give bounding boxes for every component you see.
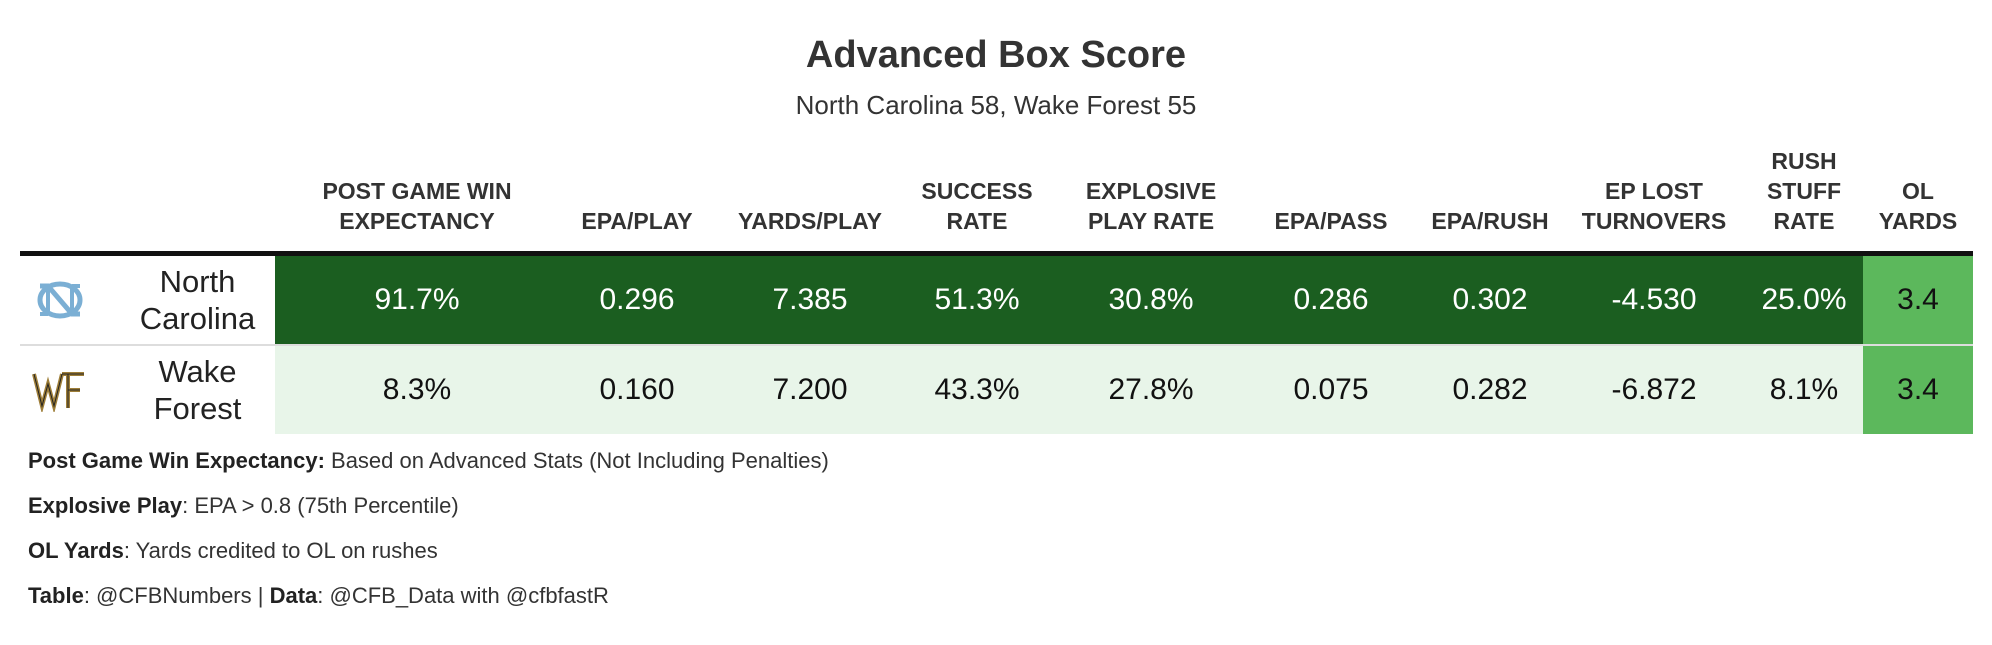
table-cell: 0.075 bbox=[1293, 373, 1369, 406]
column-header-row: POST GAME WIN EXPECTANCY EPA/PLAY YARDS/PLA… bbox=[20, 140, 1973, 252]
row-band-wake-forest bbox=[275, 346, 1863, 434]
credit-line: Table: @CFBNumbers | Data: @CFB_Data wit… bbox=[28, 583, 609, 608]
table-cell: 8.3% bbox=[382, 373, 452, 406]
column-header: EXPLOSIVE PLAY RATE bbox=[1085, 178, 1217, 234]
column-header: EPA/PASS bbox=[1274, 208, 1388, 234]
table-cell: 0.296 bbox=[599, 283, 675, 316]
column-header: RUSH STUFF RATE bbox=[1766, 148, 1842, 234]
unc-logo-icon bbox=[20, 256, 100, 344]
column-header: EP LOST TURNOVERS bbox=[1581, 178, 1727, 234]
table-cell: 7.200 bbox=[772, 373, 848, 406]
table-cell: 43.3% bbox=[934, 373, 1020, 406]
table-cell: 25.0% bbox=[1761, 283, 1847, 316]
table-cell: 0.286 bbox=[1293, 283, 1369, 316]
row-band-north-carolina bbox=[275, 256, 1863, 344]
table-cell: 51.3% bbox=[934, 283, 1020, 316]
table-cell: -4.530 bbox=[1611, 283, 1697, 316]
footnotes: Post Game Win Expectancy: Based on Advan… bbox=[28, 446, 829, 626]
footnote-win-expectancy: Post Game Win Expectancy: Based on Advan… bbox=[28, 448, 829, 473]
header-divider bbox=[20, 251, 1973, 256]
table-cell: 7.385 bbox=[772, 283, 848, 316]
footnote-ol-yards: OL Yards: Yards credited to OL on rushes bbox=[28, 538, 438, 563]
team-name-north-carolina: North Carolina bbox=[139, 264, 256, 336]
table-cell: 8.1% bbox=[1769, 373, 1839, 406]
column-header: POST GAME WIN EXPECTANCY bbox=[322, 178, 512, 234]
table-cell: 91.7% bbox=[374, 283, 460, 316]
ol-yards-cell: 3.4 bbox=[1863, 256, 1973, 344]
table-cell: 27.8% bbox=[1108, 373, 1194, 406]
table-cell: 0.282 bbox=[1452, 373, 1528, 406]
table-cell: 0.160 bbox=[599, 373, 675, 406]
table-row-wake-forest: Wake Forest 8.3% 0.160 7.200 43.3% 27.8% 0.075… bbox=[20, 346, 1973, 434]
row-divider bbox=[20, 344, 1973, 346]
column-header: YARDS/PLAY bbox=[737, 208, 883, 234]
column-header: EPA/PLAY bbox=[581, 208, 693, 234]
team-name-wake-forest: Wake Forest bbox=[153, 354, 242, 426]
page-title: Advanced Box Score bbox=[805, 34, 1187, 76]
ol-yards-cell: 3.4 bbox=[1863, 346, 1973, 434]
page-subtitle: North Carolina 58, Wake Forest 55 bbox=[795, 90, 1197, 120]
table-cell: -6.872 bbox=[1611, 373, 1697, 406]
column-header: EPA/RUSH bbox=[1431, 208, 1549, 234]
column-header: OL YARDS bbox=[1878, 178, 1958, 234]
wf-logo-icon bbox=[20, 346, 100, 434]
table-cell: 30.8% bbox=[1108, 283, 1194, 316]
column-header: SUCCESS RATE bbox=[921, 178, 1033, 234]
footnote-explosive-play: Explosive Play: EPA > 0.8 (75th Percenti… bbox=[28, 493, 459, 518]
table-row-north-carolina: North Carolina 91.7% 0.296 7.385 51.3% 30.8% 0… bbox=[20, 256, 1973, 344]
table-cell: 0.302 bbox=[1452, 283, 1528, 316]
